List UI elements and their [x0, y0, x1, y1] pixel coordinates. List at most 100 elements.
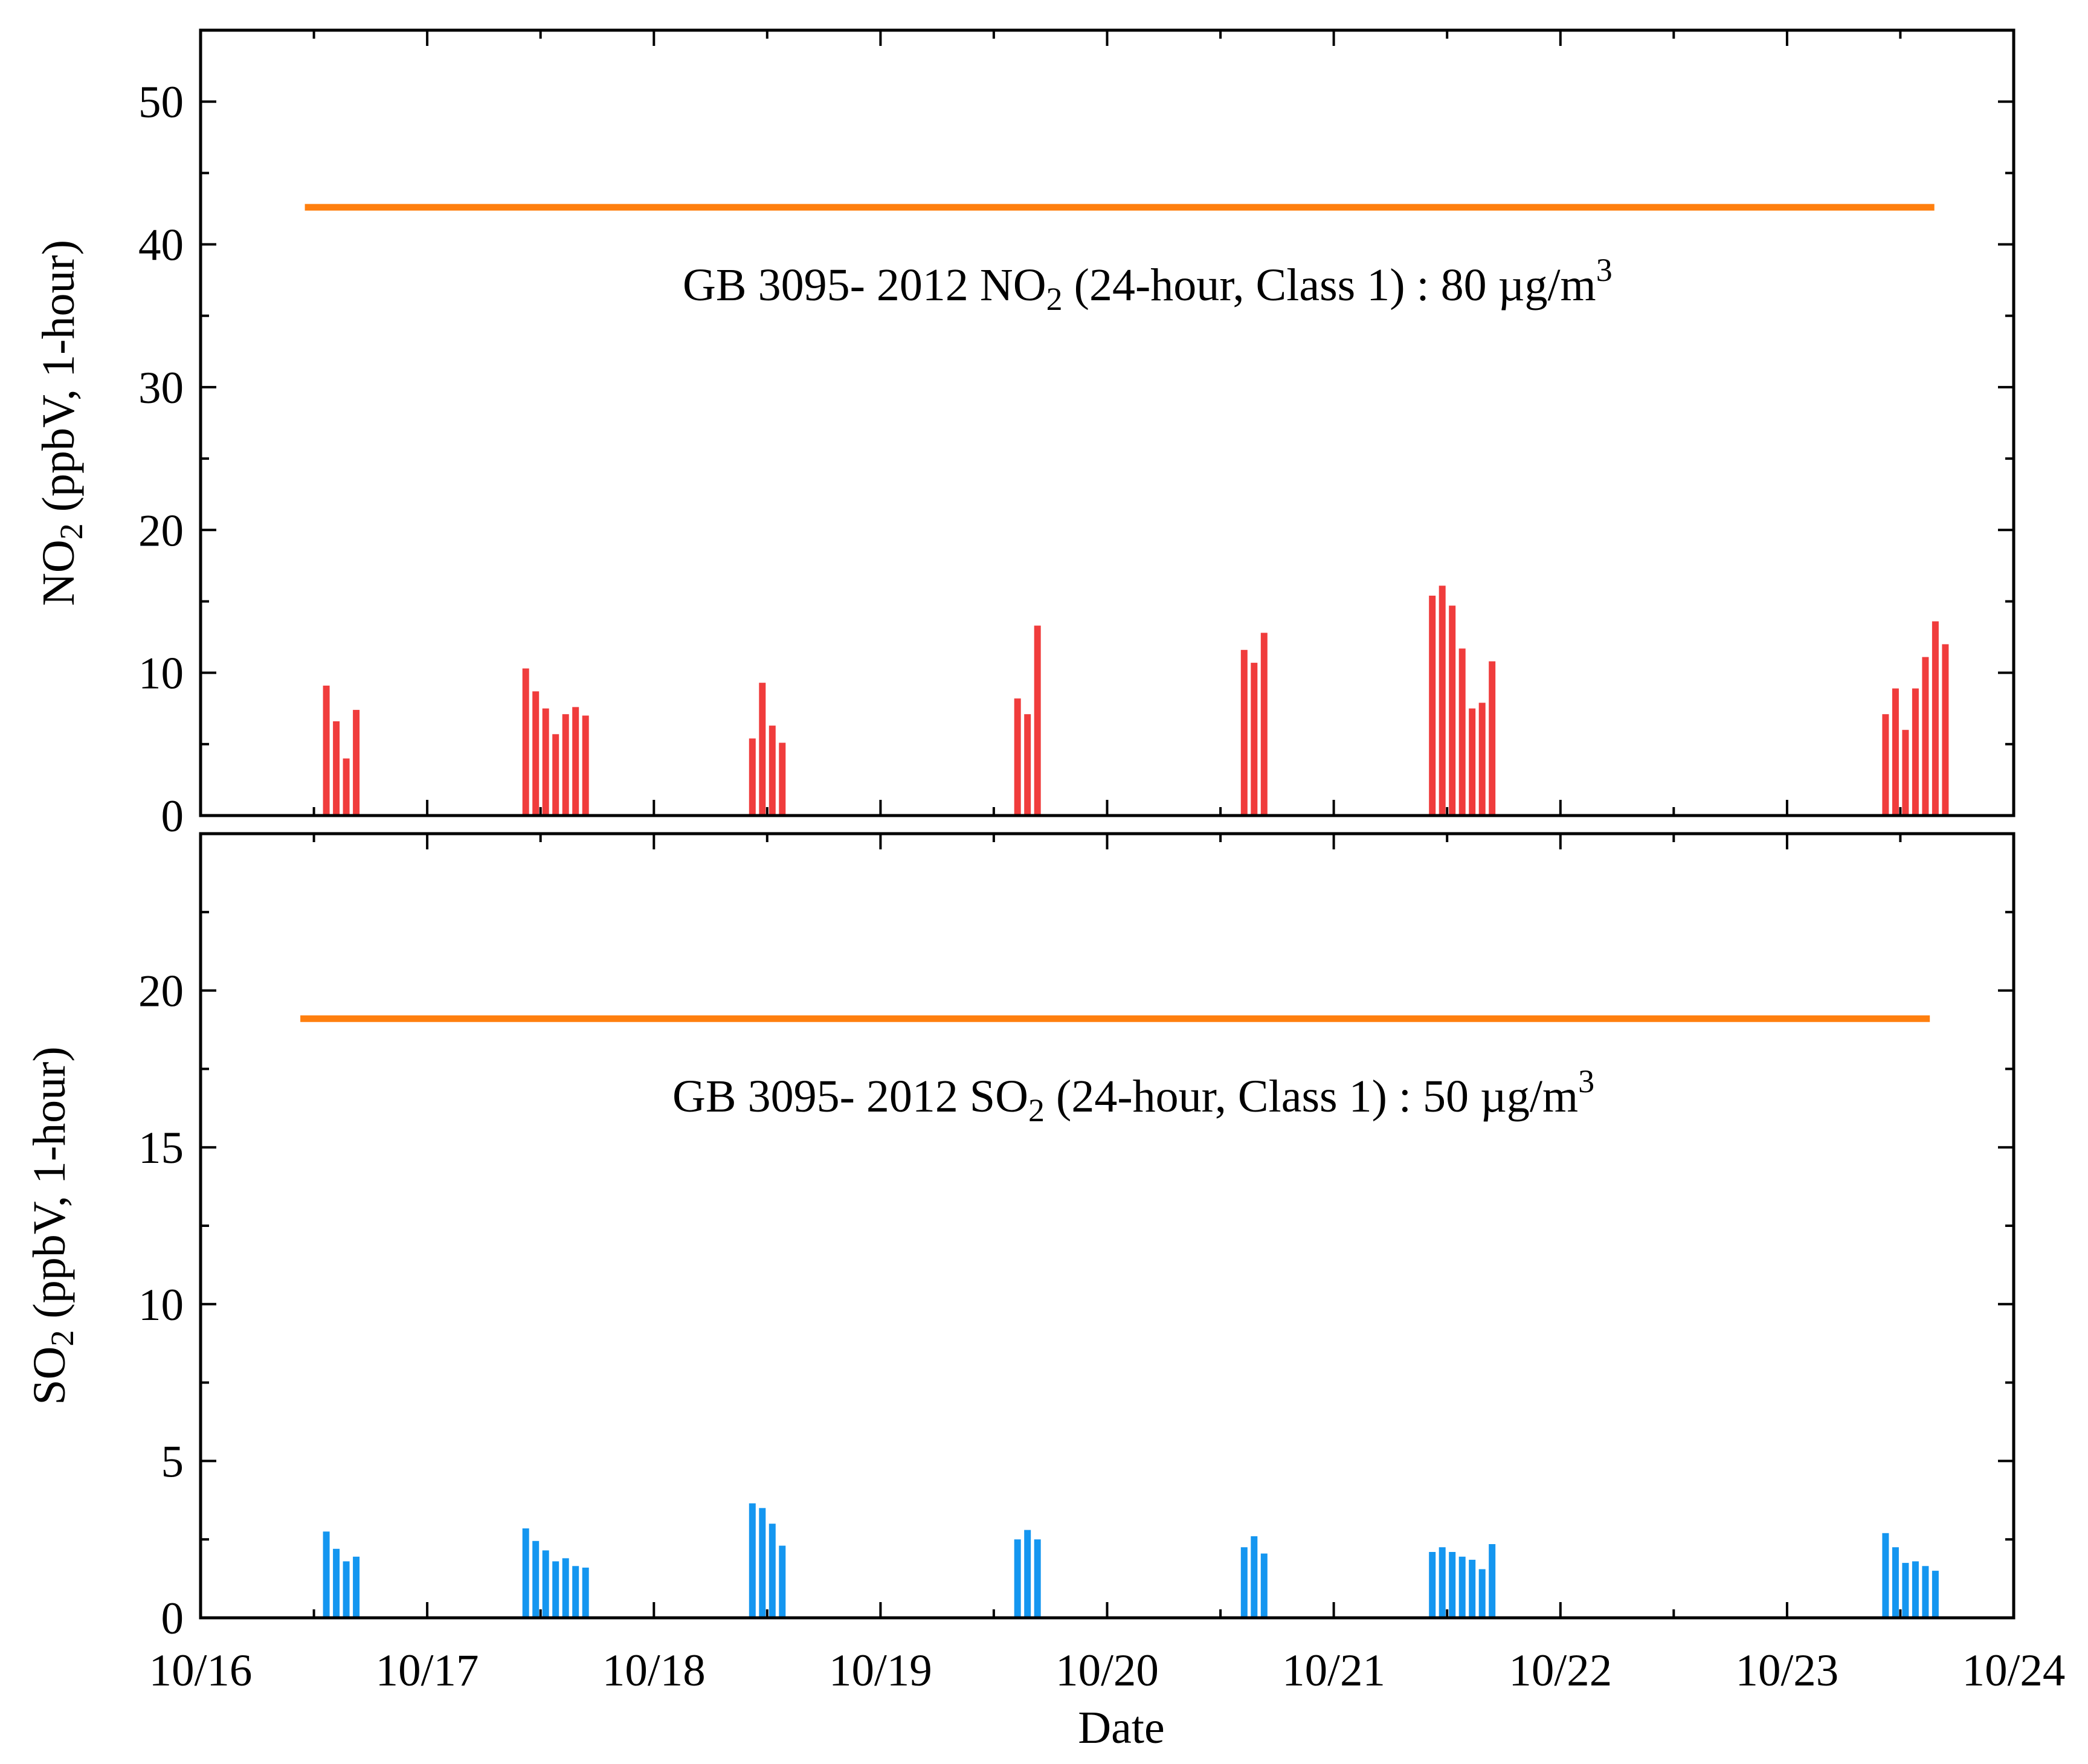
no2-y-tick-label: 20 — [138, 506, 184, 556]
x-axis-label: Date — [1078, 1702, 1164, 1753]
x-tick-label: 10/18 — [602, 1646, 706, 1696]
x-tick-label: 10/23 — [1735, 1646, 1838, 1696]
no2-bar — [1034, 625, 1041, 816]
no2-bar — [1932, 621, 1939, 816]
x-tick-label: 10/24 — [1962, 1646, 2066, 1696]
no2-bar — [1489, 661, 1496, 816]
so2-y-axis-label: SO2 (ppbV, 1-hour) — [24, 1046, 80, 1405]
no2-bar — [572, 707, 579, 816]
x-tick-label: 10/16 — [149, 1646, 253, 1696]
so2-bar — [768, 1524, 776, 1618]
no2-bar — [562, 714, 569, 816]
so2-bars — [323, 1503, 1939, 1618]
no2-bar — [1478, 703, 1486, 816]
no2-bar — [1882, 714, 1889, 816]
so2-bar — [353, 1556, 360, 1618]
no2-bar — [1469, 708, 1476, 816]
so2-bar — [759, 1508, 766, 1618]
so2-bar — [1240, 1547, 1248, 1618]
no2-y-tick-label: 30 — [138, 363, 184, 413]
no2-bar — [1260, 633, 1268, 816]
no2-bar — [323, 685, 330, 816]
no2-y-axis-label: NO2 (ppbV, 1-hour) — [33, 240, 89, 606]
so2-bar — [1478, 1569, 1486, 1618]
so2-bar — [1449, 1552, 1456, 1618]
no2-bar — [1912, 688, 1919, 816]
so2-bar — [532, 1540, 540, 1618]
no2-bar — [353, 710, 360, 816]
x-tick-label: 10/17 — [376, 1646, 479, 1696]
no2-bar — [1439, 585, 1446, 816]
no2-bar — [532, 691, 540, 816]
no2-bar — [522, 668, 529, 816]
no2-panel: 0 10 20 30 40 50 GB 3095- 2012 NO2 (24-hour, … — [33, 28, 2015, 842]
so2-plot-frame — [199, 832, 2015, 1620]
so2-bar — [1458, 1556, 1466, 1618]
so2-bar — [1469, 1559, 1476, 1618]
no2-y-tick-label: 50 — [138, 77, 184, 127]
so2-panel: 0 5 10 15 20 GB 3095- 2012 SO2 (24-hour, Cla… — [24, 832, 2015, 1644]
x-tick-label: 10/22 — [1509, 1646, 1612, 1696]
so2-bar — [333, 1548, 340, 1618]
no2-bars — [323, 585, 1949, 816]
no2-bar — [1892, 688, 1899, 816]
so2-bar — [1912, 1561, 1919, 1618]
no2-bar — [333, 721, 340, 816]
so2-bar — [1439, 1547, 1446, 1618]
no2-bar — [768, 726, 776, 816]
so2-bar — [552, 1561, 559, 1618]
x-tick-label: 10/19 — [829, 1646, 932, 1696]
no2-bar — [1251, 663, 1258, 816]
no2-bar — [759, 683, 766, 816]
so2-bar — [562, 1558, 569, 1618]
no2-y-tick-label: 40 — [138, 220, 184, 271]
no2-bar — [1449, 605, 1456, 816]
so2-bar — [779, 1545, 786, 1618]
no2-bar — [582, 715, 589, 816]
no2-bar — [1024, 714, 1031, 816]
no2-bar — [552, 734, 559, 816]
so2-bar — [1932, 1571, 1939, 1618]
so2-bar — [323, 1531, 330, 1618]
so2-bar — [542, 1550, 549, 1618]
no2-bar — [343, 758, 350, 816]
so2-y-tick-label: 5 — [161, 1437, 184, 1487]
so2-bar — [1034, 1539, 1041, 1618]
x-axis-tick-labels: 10/16 10/17 10/18 10/19 10/20 10/21 10/22 10/23… — [149, 1646, 2066, 1696]
so2-y-tick-label: 0 — [161, 1594, 184, 1644]
no2-bar — [1942, 644, 1949, 816]
so2-bar — [572, 1566, 579, 1618]
no2-bar — [1014, 698, 1021, 816]
no2-bar — [1429, 596, 1436, 816]
no2-ticks: 0 10 20 30 40 50 — [138, 29, 2015, 842]
so2-bar — [1882, 1533, 1889, 1618]
x-tick-label: 10/21 — [1282, 1646, 1385, 1696]
no2-bar — [779, 742, 786, 816]
x-tick-label: 10/20 — [1055, 1646, 1159, 1696]
no2-plot-frame — [199, 28, 2015, 817]
no2-bar — [1922, 657, 1929, 816]
so2-threshold-annotation: GB 3095- 2012 SO2 (24-hour, Class 1) : 5… — [672, 1063, 1594, 1128]
no2-y-tick-label: 0 — [161, 791, 184, 842]
no2-bar — [1240, 649, 1248, 816]
so2-bar — [1260, 1553, 1268, 1618]
no2-bar — [749, 738, 756, 816]
so2-bar — [343, 1561, 350, 1618]
no2-threshold-annotation: GB 3095- 2012 NO2 (24-hour, Class 1) : 8… — [683, 252, 1613, 317]
so2-y-tick-label: 10 — [138, 1280, 184, 1330]
so2-bar — [1489, 1544, 1496, 1618]
no2-bar — [1902, 730, 1909, 816]
so2-bar — [749, 1503, 756, 1618]
so2-ticks: 0 5 10 15 20 — [138, 832, 2015, 1644]
so2-y-tick-label: 20 — [138, 967, 184, 1017]
so2-bar — [1024, 1530, 1031, 1618]
no2-bar — [1458, 648, 1466, 816]
no2-y-tick-label: 10 — [138, 649, 184, 699]
so2-bar — [1429, 1552, 1436, 1618]
so2-bar — [582, 1567, 589, 1618]
so2-bar — [1014, 1539, 1021, 1618]
no2-bar — [542, 708, 549, 816]
so2-bar — [1902, 1563, 1909, 1618]
so2-bar — [1251, 1536, 1258, 1618]
